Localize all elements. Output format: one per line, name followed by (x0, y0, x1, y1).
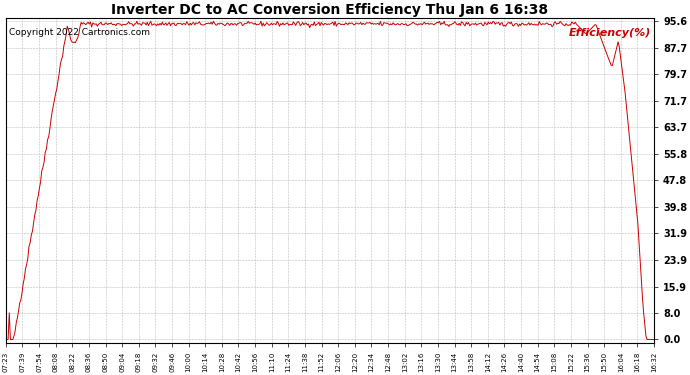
Text: Copyright 2022 Cartronics.com: Copyright 2022 Cartronics.com (9, 28, 150, 37)
Title: Inverter DC to AC Conversion Efficiency Thu Jan 6 16:38: Inverter DC to AC Conversion Efficiency … (111, 3, 549, 17)
Text: Efficiency(%): Efficiency(%) (569, 28, 651, 38)
